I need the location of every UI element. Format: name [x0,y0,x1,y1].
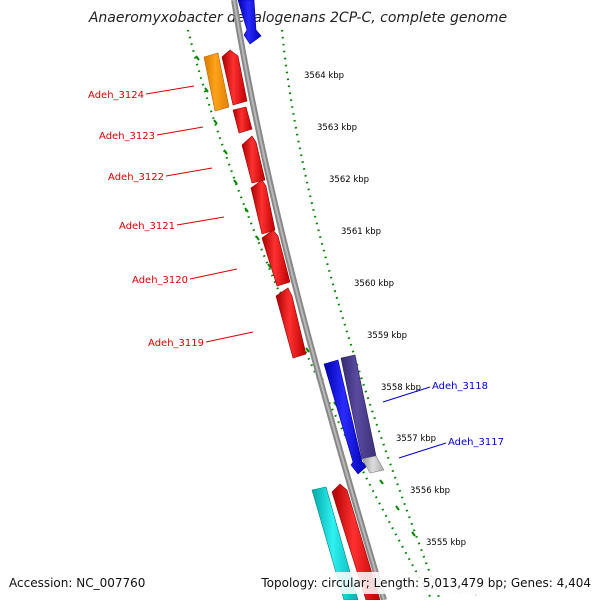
gene-red-1 [221,49,248,106]
leader-line [156,126,204,136]
leader-line [382,386,431,403]
red-genes [221,49,307,359]
tick-label: 3561 kbp [341,227,381,237]
gene-gray-feature [361,455,385,474]
gene-adeh-3121-b [261,229,291,287]
map-title: Anaeromyxobacter dehalogenans 2CP-C, com… [88,10,507,26]
gene-label: Adeh_3124 [88,90,144,101]
tick-label: 3556 kbp [410,486,450,496]
leader-line [165,167,213,177]
gene-cyan [311,486,359,600]
leader-line [398,442,447,459]
tick-label: 3560 kbp [354,279,394,289]
gene-adeh-3121-a [250,179,276,235]
gene-labels-right: Adeh_3118 Adeh_3117 [382,381,504,459]
gene-labels-left: Adeh_3124 Adeh_3123 Adeh_3122 Adeh_3121 … [88,85,254,349]
tick-label: 3563 kbp [317,123,357,133]
footer-background [0,572,600,594]
gene-adeh-3119 [275,287,307,359]
gene-top-blue [237,0,262,45]
inner-ring-ticks [195,55,416,537]
genome-backbone-highlight [233,0,385,600]
gene-label: Adeh_3122 [108,172,164,183]
gene-label: Adeh_3117 [448,437,504,448]
accession-text: Accession: NC_007760 [9,576,145,590]
leader-line [189,268,238,280]
tick-label: 3564 kbp [304,71,344,81]
tick-label: 3557 kbp [396,434,436,444]
gene-adeh-3123 [232,106,253,134]
gene-label: Adeh_3120 [132,275,188,286]
gene-label: Adeh_3123 [99,131,155,142]
leader-line [176,216,225,226]
tick-label: 3558 kbp [381,383,421,393]
tick-label: 3555 kbp [426,538,466,548]
topology-text: Topology: circular; Length: 5,013,479 bp… [260,576,591,590]
genome-backbone [231,0,387,600]
inner-dotted-ring [186,29,433,600]
gene-label: Adeh_3118 [432,381,488,392]
gene-adeh-3118 [323,359,368,475]
leader-line [205,331,254,343]
gene-label: Adeh_3121 [119,221,175,232]
gene-adeh-3124 [203,52,230,112]
tick-label: 3562 kbp [329,175,369,185]
gene-label: Adeh_3119 [148,338,204,349]
gene-adeh-3122 [241,135,266,184]
leader-line [145,85,195,95]
tick-label: 3559 kbp [367,331,407,341]
